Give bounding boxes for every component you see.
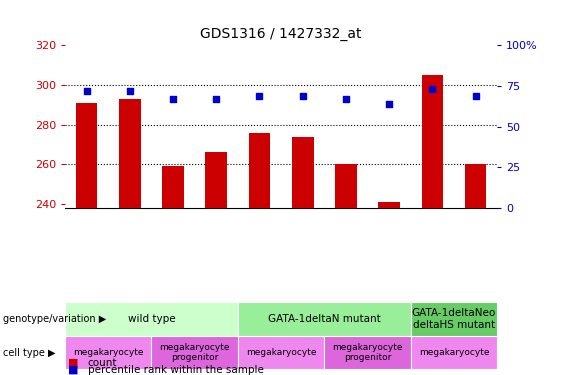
Text: GSM45791: GSM45791 xyxy=(211,302,221,355)
Text: count: count xyxy=(88,357,117,368)
Bar xyxy=(292,136,314,208)
Point xyxy=(82,88,91,94)
Bar xyxy=(411,302,497,336)
Point xyxy=(428,86,437,92)
Text: megakaryocyte
progenitor: megakaryocyte progenitor xyxy=(332,343,403,362)
Point xyxy=(168,96,177,102)
Bar xyxy=(238,302,411,336)
Point xyxy=(125,88,134,94)
Bar xyxy=(421,75,443,208)
Text: ■: ■ xyxy=(68,365,79,375)
Text: percentile rank within the sample: percentile rank within the sample xyxy=(88,365,263,375)
Text: ■: ■ xyxy=(68,357,79,368)
Point xyxy=(385,101,394,107)
Text: GSM45788: GSM45788 xyxy=(254,302,264,355)
Text: GSM45787: GSM45787 xyxy=(125,302,135,355)
Bar xyxy=(162,166,184,208)
Bar xyxy=(379,202,400,208)
Point xyxy=(341,96,350,102)
Text: GSM45793: GSM45793 xyxy=(384,302,394,355)
Bar xyxy=(206,152,227,208)
Text: GSM45786: GSM45786 xyxy=(81,302,92,355)
Text: megakaryocyte: megakaryocyte xyxy=(419,348,489,357)
Text: GATA-1deltaNeo
deltaHS mutant: GATA-1deltaNeo deltaHS mutant xyxy=(412,308,496,330)
Text: cell type ▶: cell type ▶ xyxy=(3,348,55,357)
Bar xyxy=(151,336,238,369)
Text: GSM45792: GSM45792 xyxy=(341,302,351,355)
Text: GATA-1deltaN mutant: GATA-1deltaN mutant xyxy=(268,314,381,324)
Bar xyxy=(411,336,497,369)
Bar xyxy=(65,302,238,336)
Text: GSM45794: GSM45794 xyxy=(427,302,437,355)
Title: GDS1316 / 1427332_at: GDS1316 / 1427332_at xyxy=(201,27,362,41)
Text: megakaryocyte: megakaryocyte xyxy=(73,348,144,357)
Point xyxy=(298,93,307,99)
Text: GSM45795: GSM45795 xyxy=(471,302,481,355)
Bar xyxy=(76,103,97,208)
Bar xyxy=(238,336,324,369)
Text: GSM45789: GSM45789 xyxy=(298,302,308,355)
Text: megakaryocyte
progenitor: megakaryocyte progenitor xyxy=(159,343,230,362)
Text: genotype/variation ▶: genotype/variation ▶ xyxy=(3,314,106,324)
Bar xyxy=(324,336,411,369)
Bar xyxy=(65,336,151,369)
Text: wild type: wild type xyxy=(128,314,175,324)
Point xyxy=(255,93,264,99)
Point xyxy=(212,96,221,102)
Bar xyxy=(465,164,486,208)
Bar xyxy=(335,164,357,208)
Bar xyxy=(249,132,270,208)
Point xyxy=(471,93,480,99)
Bar xyxy=(119,99,141,208)
Text: megakaryocyte: megakaryocyte xyxy=(246,348,316,357)
Text: GSM45790: GSM45790 xyxy=(168,302,178,355)
